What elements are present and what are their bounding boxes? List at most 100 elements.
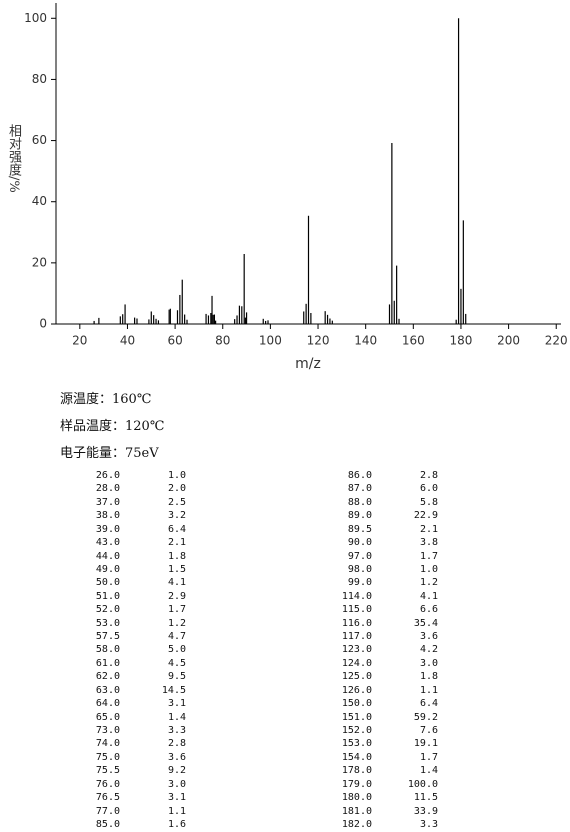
table-cell: 44.0 — [95, 550, 120, 562]
y-tick-label: 80 — [32, 72, 47, 86]
table-cell: 150.0 — [341, 698, 372, 710]
table-cell: 3.6 — [167, 751, 186, 763]
chart: m/z 0 20 40 60 80 100 20 40 60 80 100 120 140 160 180 2… — [24, 3, 568, 372]
table-cell: 53.0 — [95, 617, 120, 629]
table-cell: 123.0 — [341, 644, 372, 656]
table-cell: 75.5 — [95, 765, 120, 777]
x-tick-label: 20 — [72, 334, 87, 348]
table-cell: 75.0 — [95, 751, 120, 763]
table-cell: 182.0 — [341, 818, 372, 830]
table-cell: 50.0 — [95, 577, 120, 589]
info-line: 电子能量：75eV — [60, 446, 159, 461]
x-tick-label: 200 — [497, 334, 520, 348]
table-cell: 3.3 — [419, 818, 438, 830]
table-cell: 3.6 — [419, 631, 438, 643]
table-cell: 151.0 — [341, 711, 372, 723]
table-cell: 3.1 — [167, 792, 186, 804]
table-cell: 59.2 — [413, 711, 438, 723]
table-cell: 1.8 — [167, 550, 186, 562]
table-cell: 100.0 — [407, 778, 438, 790]
y-tick-label: 100 — [24, 11, 47, 25]
x-tick-label: 140 — [354, 334, 377, 348]
table-cell: 125.0 — [341, 671, 372, 683]
table-cell: 6.4 — [419, 698, 438, 710]
table-cell: 89.5 — [347, 523, 372, 535]
table-cell: 1.8 — [419, 671, 438, 683]
y-tick-label: 60 — [32, 133, 47, 147]
info-line: 源温度：160℃ — [60, 392, 152, 407]
table-cell: 179.0 — [341, 778, 372, 790]
table-cell: 98.0 — [347, 563, 372, 575]
x-tick-label: 180 — [449, 334, 472, 348]
table-cell: 2.1 — [419, 523, 438, 535]
table-cell: 6.0 — [419, 483, 438, 495]
table-cell: 115.0 — [341, 604, 372, 616]
table-cell: 76.5 — [95, 792, 120, 804]
x-tick-label: 60 — [167, 334, 182, 348]
table-cell: 1.6 — [167, 818, 186, 830]
table-cell: 89.0 — [347, 510, 372, 522]
table-cell: 77.0 — [95, 805, 120, 817]
table-cell: 3.0 — [167, 778, 186, 790]
table-cell: 61.0 — [95, 657, 120, 669]
table-cell: 37.0 — [95, 496, 120, 508]
table-cell: 87.0 — [347, 483, 372, 495]
table-cell: 154.0 — [341, 751, 372, 763]
table-cell: 3.3 — [167, 724, 186, 736]
x-tick-label: 160 — [402, 334, 425, 348]
table-cell: 52.0 — [95, 604, 120, 616]
table-cell: 2.9 — [167, 590, 186, 602]
table-cell: 7.6 — [419, 724, 438, 736]
table-cell: 181.0 — [341, 805, 372, 817]
table-cell: 4.5 — [167, 657, 186, 669]
table-cell: 74.0 — [95, 738, 120, 750]
table-cell: 153.0 — [341, 738, 372, 750]
table-cell: 86.0 — [347, 470, 372, 481]
table-cell: 1.7 — [167, 604, 186, 616]
table-cell: 4.1 — [167, 577, 186, 589]
table-cell: 3.8 — [419, 537, 438, 549]
table-cell: 1.1 — [419, 684, 438, 696]
table-cell: 178.0 — [341, 765, 372, 777]
table-cell: 22.9 — [413, 510, 438, 522]
table-cell: 26.0 — [95, 470, 120, 481]
table-cell: 4.7 — [167, 631, 186, 643]
table-cell: 1.0 — [167, 470, 186, 481]
table-cell: 73.0 — [95, 724, 120, 736]
x-tick-label: 40 — [120, 334, 135, 348]
table-cell: 1.7 — [419, 751, 438, 763]
table-cell: 43.0 — [95, 537, 120, 549]
table-cell: 9.5 — [167, 671, 186, 683]
table-cell: 19.1 — [413, 738, 438, 750]
x-axis-label: m/z — [295, 356, 321, 372]
table-cell: 5.0 — [167, 644, 186, 656]
table-cell: 49.0 — [95, 563, 120, 575]
table-cell: 5.8 — [419, 496, 438, 508]
table-cell: 2.0 — [167, 483, 186, 495]
table-cell: 14.5 — [161, 684, 186, 696]
table-cell: 38.0 — [95, 510, 120, 522]
table-cell: 76.0 — [95, 778, 120, 790]
table-cell: 114.0 — [341, 590, 372, 602]
table-cell: 1.2 — [419, 577, 438, 589]
table-cell: 126.0 — [341, 684, 372, 696]
info-line: 样品温度：120℃ — [60, 419, 165, 434]
table-cell: 62.0 — [95, 671, 120, 683]
table-cell: 6.6 — [419, 604, 438, 616]
table-cell: 51.0 — [95, 590, 120, 602]
x-tick-label: 100 — [259, 334, 282, 348]
table-cell: 1.0 — [419, 563, 438, 575]
table-cell: 39.0 — [95, 523, 120, 535]
table-cell: 35.4 — [413, 617, 438, 629]
table-cell: 33.9 — [413, 805, 438, 817]
table-cell: 2.8 — [167, 738, 186, 750]
table-cell: 1.1 — [167, 805, 186, 817]
table-cell: 180.0 — [341, 792, 372, 804]
table-cell: 65.0 — [95, 711, 120, 723]
table-cell: 63.0 — [95, 684, 120, 696]
table-cell: 1.7 — [419, 550, 438, 562]
table-cell: 85.0 — [95, 818, 120, 830]
table-cell: 6.4 — [167, 523, 186, 535]
table-cell: 99.0 — [347, 577, 372, 589]
